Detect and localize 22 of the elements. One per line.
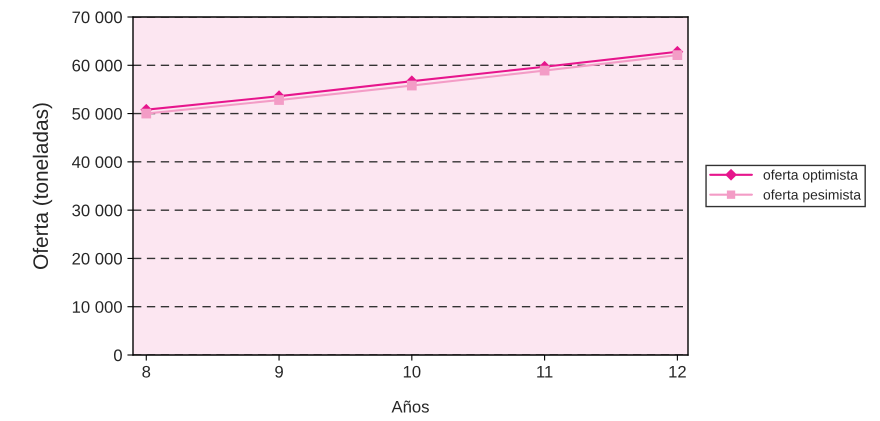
y-tick-label: 40 000 — [72, 156, 122, 168]
legend-label: oferta optimista — [764, 170, 858, 183]
x-tick-label: 10 — [404, 366, 420, 378]
x-tick-label: 9 — [275, 366, 283, 378]
x-tick-label: 8 — [142, 366, 150, 378]
y-tick-label: 30 000 — [72, 204, 122, 216]
y-tick-label: 50 000 — [72, 108, 122, 120]
y-tick-label: 10 000 — [72, 301, 122, 313]
point — [406, 80, 417, 90]
x-tick-label: 12 — [669, 366, 686, 378]
point — [274, 95, 284, 105]
y-tick-label: 60 000 — [72, 60, 122, 72]
y-axis-title: Oferta (toneladas) — [32, 103, 52, 269]
point — [540, 66, 550, 76]
y-tick-label: 70 000 — [72, 11, 122, 24]
y-tick-label: 0 — [114, 349, 122, 362]
point — [141, 108, 152, 118]
y-tick-label: 20 000 — [72, 252, 122, 265]
point — [672, 50, 682, 60]
x-axis-title: Años — [392, 400, 429, 413]
legend-label: oferta pesimista — [764, 189, 862, 202]
x-tick-label: 11 — [537, 366, 552, 378]
